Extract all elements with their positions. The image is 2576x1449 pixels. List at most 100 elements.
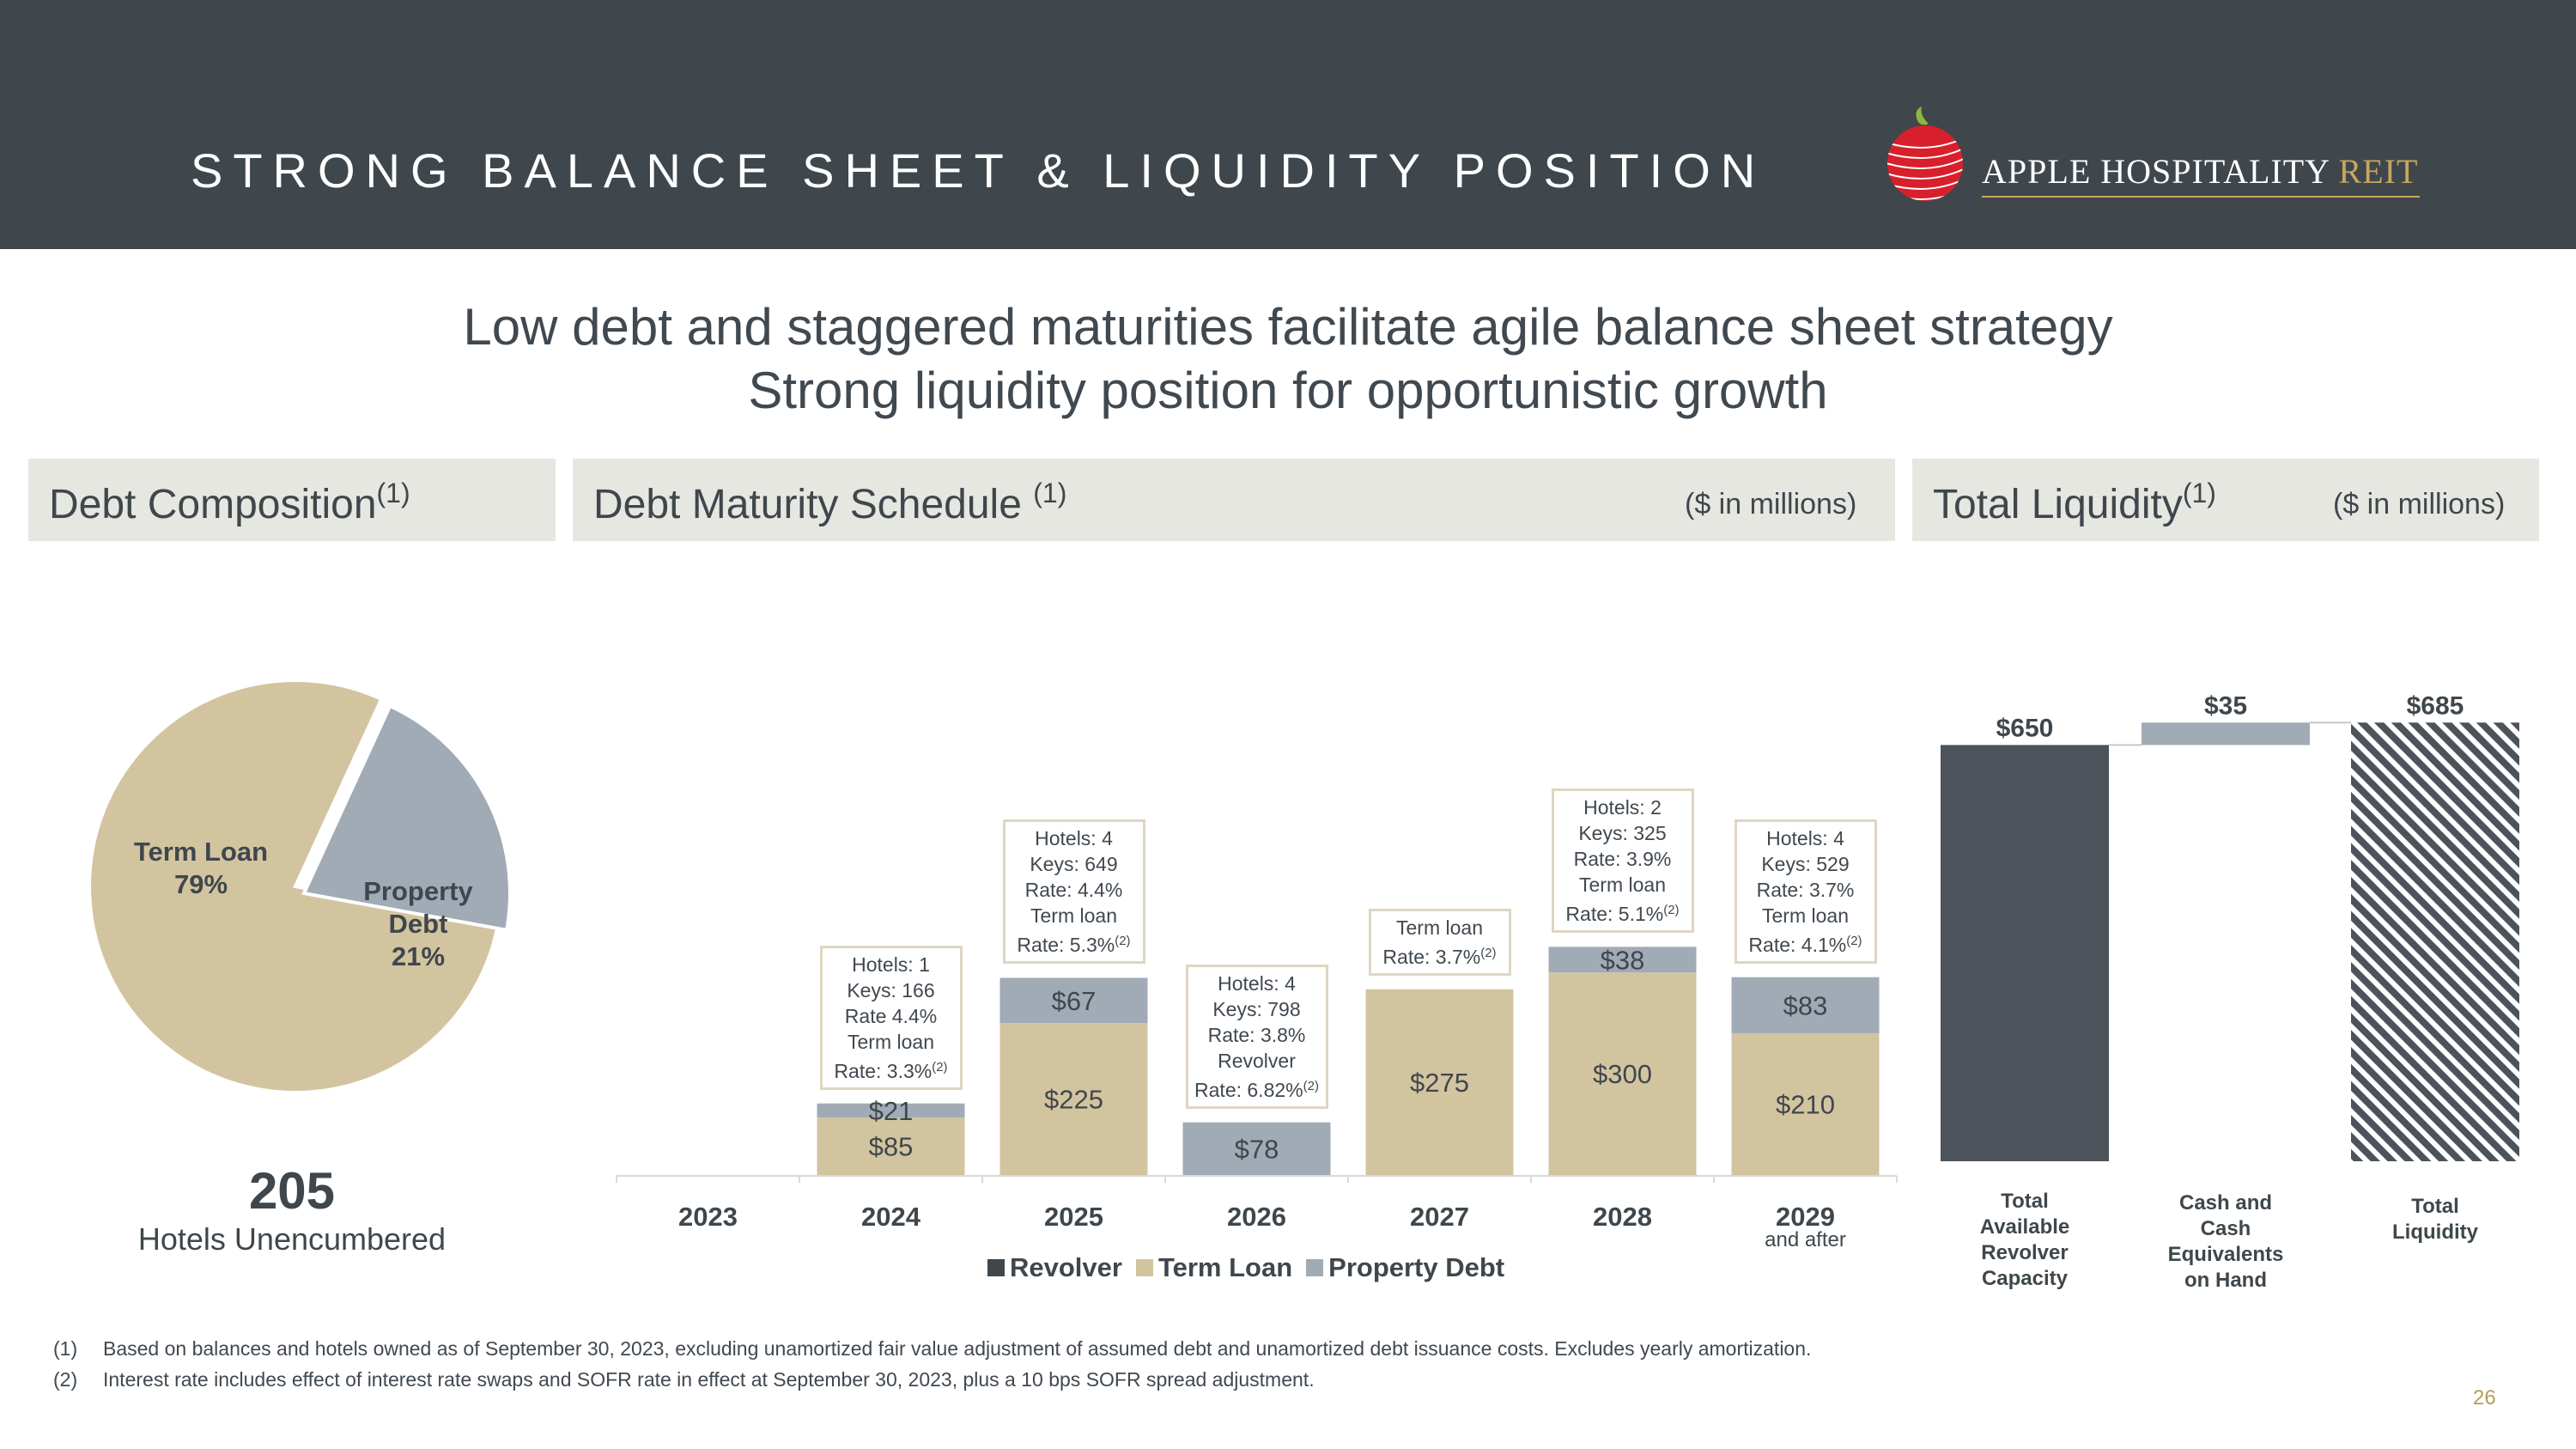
legend-label-property-debt: Property Debt xyxy=(1328,1252,1505,1282)
bar-term-loan-2024 xyxy=(817,1117,965,1175)
bar-value-label-term-loan-2029: $210 xyxy=(1776,1089,1835,1119)
logo-wordmark-main: APPLE HOSPITALITY xyxy=(1982,152,2339,191)
bar-value-label-property-debt-2026: $78 xyxy=(1235,1134,1279,1164)
footnote-1-text: Based on balances and hotels owned as of… xyxy=(103,1337,1812,1360)
liquidity-category-label-line: Cash xyxy=(2200,1217,2251,1240)
pie-slice-property-debt xyxy=(301,703,512,933)
maturity-note-line: Hotels: 2 xyxy=(1583,796,1662,819)
maturity-note-line: Revolver xyxy=(1218,1049,1296,1072)
maturity-note-line: Rate: 3.7% xyxy=(1756,878,1855,901)
header-bar xyxy=(0,0,2576,249)
maturity-note-2025: Hotels: 4 Keys: 649 Rate: 4.4% Term loan Rat… xyxy=(1002,819,1145,965)
bar-value-label-property-debt-2029: $83 xyxy=(1783,990,1828,1020)
total-liquidity-unit: ($ in millions) xyxy=(2333,488,2506,521)
unencumbered-label: Hotels Unencumbered xyxy=(137,1221,447,1257)
maturity-note-line: Rate: 4.4% xyxy=(1024,879,1123,902)
legend-label-term-loan: Term Loan xyxy=(1157,1252,1293,1282)
maturity-note-line: Rate: 3.3%(2) xyxy=(834,1059,948,1082)
maturity-note-line: Keys: 529 xyxy=(1761,852,1850,875)
bar-value-label-term-loan-2028: $300 xyxy=(1593,1059,1652,1089)
maturity-note-line: Term loan xyxy=(1762,904,1849,927)
liquidity-category-label-line: on Hand xyxy=(2184,1269,2267,1292)
debt-maturity-bar-chart: 2023 $85 $21 2024 $225 $67 2025 $78 2026 $275 2027… xyxy=(616,945,1898,1251)
liquidity-category-label-line: Revolver xyxy=(1981,1241,2069,1264)
maturity-note-line: Rate 4.4% xyxy=(844,1004,938,1027)
debt-composition-pie-chart: Term Loan 79% Property Debt 21% xyxy=(88,679,512,1094)
liquidity-category-label-line: Available xyxy=(1979,1215,2070,1239)
maturity-note-2026: Hotels: 4 Keys: 798 Rate: 3.8% Revolver Rate… xyxy=(1185,964,1328,1109)
liquidity-bar-total xyxy=(2351,722,2519,1161)
legend-item-property-debt: Property Debt xyxy=(1306,1252,1504,1283)
maturity-note-line: Rate: 5.3%(2) xyxy=(1017,934,1131,957)
maturity-note-line: Rate: 5.1%(2) xyxy=(1565,903,1680,926)
headline-line-1: Low debt and staggered maturities facili… xyxy=(463,298,2113,356)
footnote-2: (2) Interest rate includes effect of inte… xyxy=(53,1368,1315,1391)
maturity-legend: Revolver Term Loan Property Debt xyxy=(987,1251,1518,1285)
bar-property-debt-2028 xyxy=(1548,947,1697,973)
bar-term-loan-2028 xyxy=(1548,972,1697,1175)
total-liquidity-title: Total Liquidity(1) xyxy=(1933,478,2216,527)
x-tick-label-2023: 2023 xyxy=(678,1202,738,1232)
liquidity-category-label-line: Total xyxy=(2001,1190,2049,1213)
liquidity-category-label-line: Total xyxy=(2411,1195,2459,1218)
maturity-note-line: Keys: 798 xyxy=(1212,997,1301,1020)
liquidity-bar-revolver-capacity xyxy=(1941,745,2109,1161)
x-tick-label-2028: 2028 xyxy=(1593,1202,1652,1232)
maturity-note-2029: Hotels: 4 Keys: 529 Rate: 3.7% Term loan Rat… xyxy=(1734,819,1877,964)
footnote-1: (1) Based on balances and hotels owned as… xyxy=(53,1337,1811,1361)
pie-label-property-debt: Property Debt 21% xyxy=(363,876,473,971)
x-tick-label-2029: 2029 xyxy=(1776,1202,1835,1232)
company-logo: APPLE HOSPITALITY REIT xyxy=(1880,107,2430,210)
x-tick-label-2025: 2025 xyxy=(1044,1202,1103,1232)
footnote-1-number: (1) xyxy=(53,1337,78,1360)
debt-composition-header: Debt Composition(1) xyxy=(28,459,556,541)
x-tick-sublabel-2029: and after xyxy=(1765,1228,1846,1251)
maturity-note-line: Rate: 3.9% xyxy=(1573,848,1672,871)
legend-swatch-revolver xyxy=(987,1259,1005,1276)
liquidity-value-label-0: $650 xyxy=(1996,714,2054,742)
legend-swatch-property-debt xyxy=(1306,1259,1324,1276)
logo-wordmark-accent: REIT xyxy=(2338,152,2419,191)
liquidity-bar-cash xyxy=(2142,722,2310,746)
page-number: 26 xyxy=(2473,1386,2496,1409)
maturity-note-2027: Term loan Rate: 3.7%(2) xyxy=(1368,908,1511,976)
maturity-note-line: Term loan xyxy=(1579,874,1666,897)
maturity-note-line: Hotels: 4 xyxy=(1766,826,1844,849)
total-liquidity-waterfall-chart: $650 $35 $685 xyxy=(1941,691,2519,1161)
maturity-note-line: Hotels: 1 xyxy=(852,953,930,976)
bar-value-label-property-debt-2024: $21 xyxy=(869,1096,914,1126)
liquidity-category-label-line: Liquidity xyxy=(2392,1221,2478,1244)
bar-property-debt-2029 xyxy=(1731,977,1880,1033)
apple-logo-icon xyxy=(1887,107,1963,201)
maturity-note-line: Rate: 6.82%(2) xyxy=(1194,1078,1319,1101)
liquidity-category-label-line: Equivalents xyxy=(2167,1243,2284,1266)
debt-maturity-header: Debt Maturity Schedule (1) ($ in million… xyxy=(573,459,1895,541)
maturity-note-2028: Hotels: 2 Keys: 325 Rate: 3.9% Term loan Rat… xyxy=(1551,788,1694,934)
bar-value-label-property-debt-2028: $38 xyxy=(1601,945,1645,975)
x-tick-label-2027: 2027 xyxy=(1410,1202,1469,1232)
liquidity-value-label-2: $685 xyxy=(2407,691,2464,720)
bar-term-loan-2027 xyxy=(1365,989,1514,1175)
liquidity-category-label-total: Total Liquidity xyxy=(2362,1194,2508,1245)
maturity-note-line: Keys: 649 xyxy=(1030,853,1118,876)
logo-wordmark: APPLE HOSPITALITY REIT xyxy=(1982,151,2418,192)
bar-value-label-property-debt-2025: $67 xyxy=(1052,986,1097,1016)
liquidity-value-label-1: $35 xyxy=(2204,691,2247,720)
bar-value-label-term-loan-2027: $275 xyxy=(1410,1068,1469,1098)
unencumbered-count: 205 xyxy=(248,1162,336,1220)
bar-property-debt-2024 xyxy=(817,1103,965,1118)
maturity-note-line: Keys: 325 xyxy=(1578,822,1667,845)
footnote-2-text: Interest rate includes effect of interes… xyxy=(103,1368,1315,1391)
maturity-note-line: Rate: 4.1%(2) xyxy=(1748,933,1862,956)
legend-label-revolver: Revolver xyxy=(1010,1252,1122,1282)
legend-swatch-term-loan xyxy=(1135,1259,1153,1276)
maturity-note-line: Rate: 3.7%(2) xyxy=(1382,945,1497,968)
maturity-note-line: Keys: 166 xyxy=(847,978,935,1002)
debt-maturity-title: Debt Maturity Schedule (1) xyxy=(593,478,1067,527)
liquidity-category-label-line: Cash and xyxy=(2178,1191,2273,1215)
headline-line-2: Strong liquidity position for opportunis… xyxy=(748,362,1828,419)
bar-property-debt-2026 xyxy=(1182,1122,1331,1175)
bar-value-label-term-loan-2025: $225 xyxy=(1044,1085,1103,1115)
debt-maturity-unit: ($ in millions) xyxy=(1685,488,1857,521)
bar-term-loan-2029 xyxy=(1731,1032,1880,1175)
